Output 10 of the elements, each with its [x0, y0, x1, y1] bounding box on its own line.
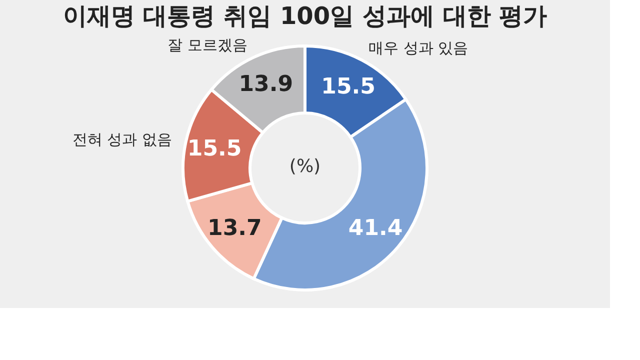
- data-label: 15.5: [321, 74, 376, 100]
- chart-title: 이재명 대통령 취임 100일 성과에 대한 평가: [62, 2, 548, 30]
- slice-label: 매우 성과 있음: [368, 38, 468, 57]
- data-label: 13.7: [208, 216, 262, 242]
- data-label: 13.9: [238, 72, 294, 98]
- text: (%): [289, 156, 321, 177]
- slice-label: 잘 모르겠음: [168, 36, 248, 54]
- data-label: 15.5: [187, 136, 242, 162]
- data-label: 41.4: [348, 216, 403, 241]
- slice-label: 전혀 성과 없음: [72, 130, 172, 149]
